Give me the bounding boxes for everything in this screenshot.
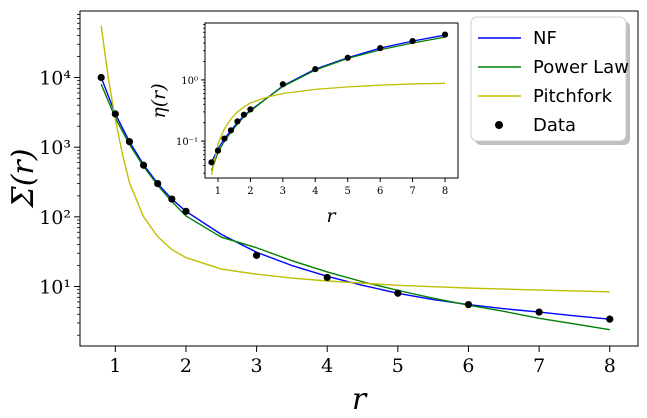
main-x-tick-label: 6 xyxy=(462,355,474,377)
legend-swatch-data xyxy=(495,121,503,129)
inset-y-tick-label: 10⁰ xyxy=(181,76,198,87)
main-x-tick-label: 7 xyxy=(533,355,545,377)
inset-data-point xyxy=(208,159,215,166)
main-y-tick-label: 10⁴ xyxy=(39,67,71,89)
inset-x-tick-label: 5 xyxy=(345,186,351,197)
main-y-tick-label: 10³ xyxy=(39,137,71,159)
main-y-axis-label: Σ(r) xyxy=(6,149,41,209)
inset-data-point xyxy=(247,106,254,113)
inset-x-tick-label: 8 xyxy=(442,186,448,197)
main-data-point xyxy=(97,73,105,82)
inset-data-point xyxy=(234,118,241,125)
main-y-tick-label: 10² xyxy=(39,207,71,229)
inset-x-tick-label: 4 xyxy=(312,186,318,197)
main-y-tick-label: 10¹ xyxy=(39,277,71,299)
main-chart: 1 2 3 4 5 6 7 8 10¹ 10² 10³ 10⁴ r Σ(r) xyxy=(6,10,639,417)
main-x-tick-label: 8 xyxy=(604,355,616,377)
legend-label-nf: NF xyxy=(533,28,557,49)
main-data-point xyxy=(394,289,402,297)
inset-x-axis-label: r xyxy=(326,205,337,227)
inset-data-point xyxy=(227,127,235,134)
main-plot-frame xyxy=(79,10,639,347)
legend: NF Power Law Pitchfork Data xyxy=(470,16,630,145)
main-x-axis-label: r xyxy=(352,382,368,417)
main-data-point xyxy=(139,161,148,169)
main-x-tick-label: 3 xyxy=(251,355,263,377)
inset-background xyxy=(205,23,458,178)
inset-data-point xyxy=(377,45,384,52)
main-y-axis: 10¹ 10² 10³ 10⁴ xyxy=(39,14,80,336)
inset-data-point xyxy=(312,66,319,73)
main-data-point xyxy=(111,110,119,118)
inset-data-point xyxy=(279,81,286,88)
inset-x-tick-label: 1 xyxy=(215,186,221,197)
main-data-point xyxy=(252,251,261,259)
main-data-points xyxy=(97,73,614,323)
legend-box xyxy=(470,16,627,142)
main-x-tick-label: 1 xyxy=(109,355,121,377)
inset-data-point xyxy=(221,135,228,142)
inset-data-point xyxy=(344,54,351,61)
main-data-point xyxy=(535,308,543,316)
inset-x-tick-label: 7 xyxy=(409,186,415,197)
main-data-point xyxy=(125,138,134,146)
inset-series-pitchfork xyxy=(210,82,446,176)
inset-x-axis: 1 2 3 4 5 6 7 8 xyxy=(215,178,448,197)
main-data-point xyxy=(464,301,473,309)
main-x-axis: 1 2 3 4 5 6 7 8 xyxy=(109,346,616,377)
legend-label-data: Data xyxy=(533,115,576,136)
main-x-tick-label: 4 xyxy=(321,355,333,377)
inset-data-point xyxy=(240,111,248,118)
main-x-tick-label: 2 xyxy=(180,355,192,377)
inset-chart: 1 2 3 4 5 6 7 8 10⁻¹ 10⁰ r η(r) xyxy=(148,22,459,227)
main-data-point xyxy=(182,207,190,215)
inset-y-axis: 10⁻¹ 10⁰ xyxy=(176,24,205,174)
main-data-point xyxy=(323,273,331,282)
inset-plot-frame xyxy=(204,22,459,179)
inset-data-point xyxy=(214,147,222,154)
legend-label-pitchfork: Pitchfork xyxy=(533,86,613,107)
main-data-point xyxy=(168,195,176,203)
legend-label-power-law: Power Law xyxy=(533,57,629,78)
inset-data-point xyxy=(409,38,416,45)
inset-data-point xyxy=(441,31,449,38)
inset-y-tick-label: 10⁻¹ xyxy=(176,137,198,148)
main-x-tick-label: 5 xyxy=(392,355,404,377)
main-data-point xyxy=(606,315,614,323)
inset-x-tick-label: 6 xyxy=(377,186,383,197)
inset-data-points xyxy=(208,31,449,166)
inset-y-axis-label: η(r) xyxy=(148,83,170,118)
main-series-pitchfork xyxy=(100,25,610,293)
main-data-point xyxy=(154,179,162,188)
inset-x-tick-label: 3 xyxy=(280,186,286,197)
inset-x-tick-label: 2 xyxy=(247,186,253,197)
